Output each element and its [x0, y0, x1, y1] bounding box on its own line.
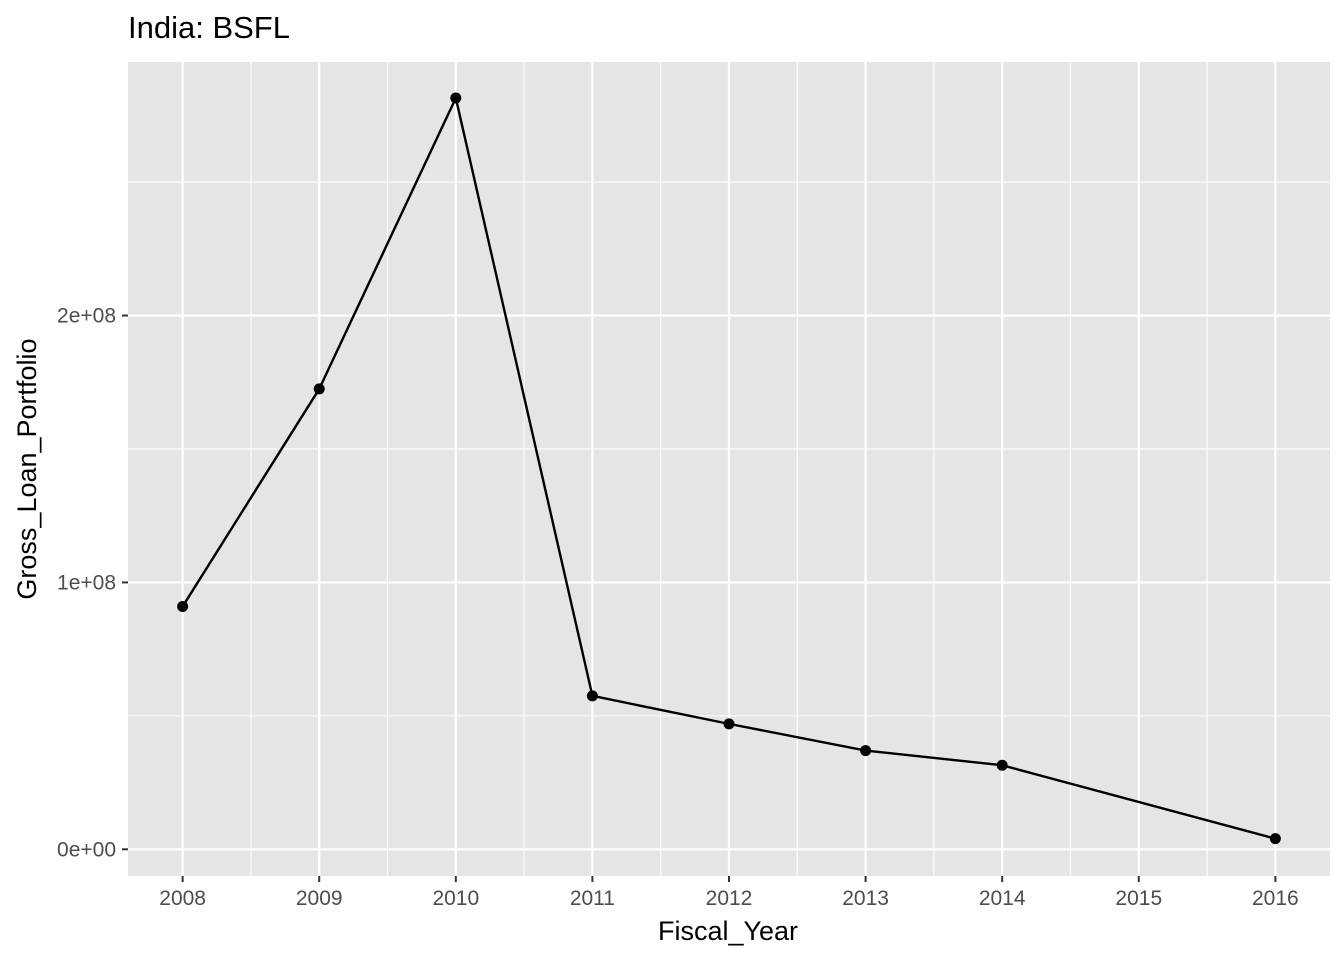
data-point-2011 — [586, 690, 598, 702]
x-axis-tick-labels: 2008 2009 2010 2011 2012 2013 2014 2015 2016 — [159, 887, 1298, 910]
x-axis-label: Fiscal_Year — [658, 916, 798, 946]
data-point-2014 — [996, 759, 1008, 771]
data-point-2009 — [313, 383, 325, 395]
chart-title: India: BSFL — [128, 10, 290, 45]
x-tick-label: 2014 — [979, 887, 1026, 910]
y-tick-label: 0e+00 — [57, 838, 116, 861]
y-axis-label: Gross_Loan_Portfolio — [12, 338, 42, 599]
x-tick-label: 2015 — [1115, 887, 1162, 910]
x-tick-label: 2010 — [432, 887, 479, 910]
y-tick-label: 2e+08 — [57, 305, 116, 328]
data-point-2013 — [860, 745, 872, 757]
series-line — [181, 96, 1276, 840]
data-point-2012 — [723, 718, 735, 730]
data-point-2010 — [450, 92, 462, 104]
x-tick-label: 2008 — [159, 887, 206, 910]
x-tick-label: 2013 — [842, 887, 889, 910]
x-tick-label: 2009 — [296, 887, 343, 910]
axis-ticks — [122, 314, 1277, 882]
data-point-2008 — [177, 600, 189, 612]
y-axis-tick-labels: 0e+00 1e+08 2e+08 — [57, 305, 116, 862]
x-tick-label: 2016 — [1252, 887, 1299, 910]
major-gridlines — [128, 62, 1330, 876]
data-point-2016 — [1269, 833, 1281, 845]
x-tick-label: 2012 — [706, 887, 753, 910]
x-tick-label: 2011 — [570, 887, 615, 910]
series-layer — [177, 92, 1281, 845]
y-tick-label: 1e+08 — [57, 571, 116, 594]
